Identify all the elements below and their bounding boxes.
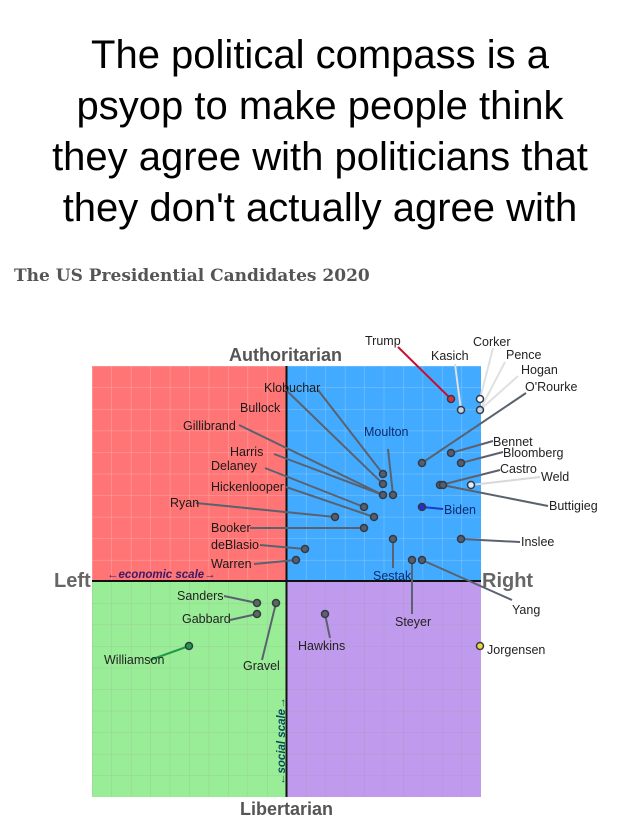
point-sanders[interactable]: [252, 598, 262, 608]
label-harris: Harris: [230, 445, 263, 459]
point-labels: Trump Kasich Corker Pence Hogan O'Rourke…: [104, 334, 598, 673]
point-warren[interactable]: [291, 555, 301, 565]
label-hawkins: Williamson: [104, 653, 164, 667]
point-delaney[interactable]: [359, 502, 369, 512]
meme-caption: The political compass is a psyop to make…: [0, 30, 640, 234]
label-buttigieg: Buttigieg: [549, 499, 598, 513]
label-gabbard: Gabbard: [182, 612, 231, 626]
point-bennet[interactable]: [446, 448, 456, 458]
axis-label-right: Right: [482, 570, 533, 592]
point-gillibrand[interactable]: [378, 479, 388, 489]
social-scale-label: ←social scale→: [276, 697, 288, 785]
label-warren: Warren: [211, 557, 252, 571]
label-sanders: Sanders: [177, 589, 224, 603]
label-biden: Biden: [444, 503, 476, 517]
label-castro: Castro: [500, 462, 537, 476]
meme-caption-line: psyop to make people think: [76, 84, 564, 128]
point-harris[interactable]: [378, 490, 388, 500]
point-klobuchar[interactable]: [378, 469, 388, 479]
point-weld[interactable]: [466, 480, 476, 490]
axis-label-left: Left: [54, 570, 91, 592]
label-steyer: Steyer: [395, 615, 431, 629]
label-klobuchar: Klobuchar: [264, 381, 320, 395]
label-delaney: Delaney: [211, 459, 258, 473]
point-trump[interactable]: [446, 394, 456, 404]
economic-scale-label: ←economic scale→: [107, 569, 216, 581]
label-bennet: Bennet: [493, 435, 533, 449]
point-jorgensen[interactable]: [475, 641, 485, 651]
point-hawkins[interactable]: [184, 641, 194, 651]
label-hogan: Hogan: [521, 363, 558, 377]
label-gravel: Gravel: [243, 659, 280, 673]
axis-label-bottom: Libertarian: [240, 799, 333, 819]
point-pence-hogan[interactable]: [475, 405, 485, 415]
leader-lines: [149, 346, 549, 661]
label-jorgensen: Jorgensen: [487, 643, 545, 657]
axis-label-top: Authoritarian: [229, 345, 342, 365]
point-bloomberg[interactable]: [456, 458, 466, 468]
point-moulton[interactable]: [388, 490, 398, 500]
label-orourke: O'Rourke: [525, 380, 577, 394]
meme-caption-line: they don't actually agree with: [62, 186, 578, 230]
label-yang: Yang: [512, 603, 540, 617]
label-booker: Booker: [211, 521, 251, 535]
label-pence: Pence: [506, 348, 541, 362]
point-corker[interactable]: [475, 394, 485, 404]
point-deblasio[interactable]: [300, 544, 310, 554]
point-steyer[interactable]: [407, 555, 417, 565]
point-buttigieg[interactable]: [438, 480, 448, 490]
label-gillibrand: Gillibrand: [183, 419, 236, 433]
point-sestak[interactable]: [388, 534, 398, 544]
label-sestak: Sestak: [373, 569, 412, 583]
meme-caption-line: The political compass is a: [91, 33, 549, 77]
chart-title: The US Presidential Candidates 2020: [14, 266, 370, 286]
label-trump: Trump: [365, 334, 401, 348]
point-williamson[interactable]: [320, 609, 330, 619]
label-weld: Weld: [541, 470, 569, 484]
point-biden[interactable]: [417, 502, 427, 512]
point-orourke[interactable]: [417, 458, 427, 468]
meme-caption-line: they agree with politicians that: [52, 135, 588, 179]
label-bloomberg: Bloomberg: [503, 446, 563, 460]
label-inslee: Inslee: [521, 535, 554, 549]
point-inslee[interactable]: [456, 534, 466, 544]
point-hickenlooper[interactable]: [369, 512, 379, 522]
label-corker: Corker: [473, 335, 511, 349]
point-kasich[interactable]: [456, 405, 466, 415]
point-gabbard[interactable]: [252, 609, 262, 619]
label-ryan: Ryan: [170, 496, 199, 510]
point-gravel[interactable]: [271, 598, 281, 608]
point-ryan[interactable]: [330, 512, 340, 522]
label-williamson: Hawkins: [298, 639, 345, 653]
label-bullock: Bullock: [240, 401, 281, 415]
label-deblasio: deBlasio: [211, 538, 259, 552]
point-booker[interactable]: [359, 523, 369, 533]
label-moulton: Moulton: [364, 425, 409, 439]
label-kasich: Kasich: [431, 349, 469, 363]
point-yang[interactable]: [417, 555, 427, 565]
data-points: [184, 394, 485, 651]
label-hickenlooper: Hickenlooper: [211, 480, 284, 494]
